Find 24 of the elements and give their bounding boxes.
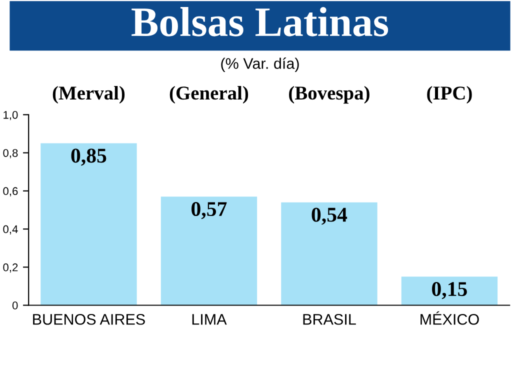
bar <box>40 143 137 306</box>
x-tick-label: LIMA <box>192 314 227 325</box>
x-tick-label: BUENOS AIRES <box>33 314 145 325</box>
y-tick-label: 1,0 <box>4 110 18 120</box>
y-tick-label: 0,4 <box>3 225 18 234</box>
text: (Merval) <box>52 86 125 104</box>
text: (General) <box>170 86 248 104</box>
x-tick-label: BRASIL <box>303 314 356 325</box>
chart-subtitle: (% Var. día) <box>221 58 299 72</box>
bar <box>281 202 378 306</box>
chart-title: Bolsas Latinas <box>132 7 388 36</box>
data-label: 0,15 <box>432 282 467 300</box>
bar <box>401 276 498 306</box>
y-tick-label: 0,8 <box>3 149 18 158</box>
y-tick-label: 0,2 <box>3 263 18 273</box>
data-label: 0,85 <box>71 148 106 166</box>
y-tick-label: 0,6 <box>3 187 18 196</box>
text: (IPC) <box>427 86 472 104</box>
data-label: 0,57 <box>192 202 227 220</box>
bar <box>160 196 258 306</box>
data-label: 0,54 <box>312 208 348 225</box>
x-tick-label: MÉXICO <box>420 311 479 325</box>
text: (Bovespa) <box>289 86 370 104</box>
y-tick-label: 0 <box>12 302 18 310</box>
